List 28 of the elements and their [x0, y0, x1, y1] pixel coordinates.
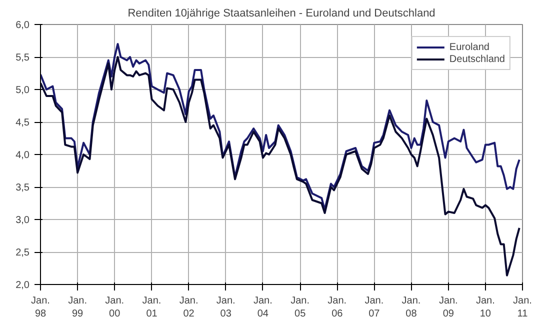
x-tick-label: Jan. 09 — [438, 296, 458, 320]
x-tick-label: Jan. 06 — [328, 296, 347, 320]
y-tick-label: 4,0 — [16, 150, 30, 161]
line-series — [40, 43, 520, 211]
x-tick-label: Jan. 04 — [253, 296, 272, 320]
y-tick-label: 5,0 — [16, 85, 30, 96]
y-tick-label: 2,5 — [16, 248, 30, 258]
legend-label: Euroland — [449, 41, 490, 53]
y-tick-label: 6,0 — [16, 20, 30, 31]
y-tick-label: 3,5 — [16, 182, 30, 194]
x-tick-label: Jan. 07 — [364, 296, 384, 320]
y-tick-label: 5,5 — [16, 52, 30, 64]
x-tick-label: Jan. 08 — [402, 296, 421, 320]
legend-label: Deutschland — [449, 53, 505, 65]
x-tick-label: Jan. 03 — [216, 296, 236, 320]
x-tick-label: Jan. 05 — [290, 296, 310, 320]
y-tick-label: 3,0 — [16, 215, 30, 226]
y-tick-label: 2,0 — [16, 280, 30, 291]
x-tick-label: Jan. 02 — [179, 296, 198, 320]
line-series — [40, 56, 520, 276]
x-tick-label: Jan. 11 — [513, 296, 532, 320]
x-tick-label: Jan. 01 — [142, 296, 162, 320]
x-tick-label: Jan. 99 — [68, 296, 88, 320]
chart-title: Renditen 10jährige Staatsanleihen - Euroland und Deutschland — [128, 8, 436, 20]
x-tick-label: Jan. 00 — [105, 296, 124, 320]
x-tick-label: Jan. 98 — [31, 296, 50, 320]
x-tick-label: Jan. 10 — [476, 296, 495, 320]
y-tick-label: 4,5 — [16, 118, 30, 128]
